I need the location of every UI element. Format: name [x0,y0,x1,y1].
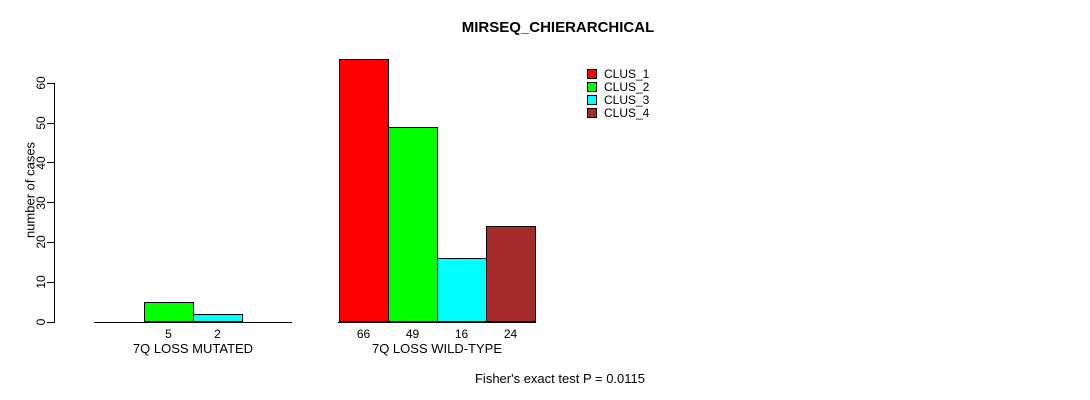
legend-item: CLUS_3 [587,94,649,107]
y-axis-tick [47,122,54,124]
bar-value-label: 16 [454,327,469,341]
y-axis-tick [47,202,54,204]
annotation-text: Fisher's exact test P = 0.0115 [474,371,646,386]
bar-value-label: 66 [356,327,371,341]
bar-clus-4 [486,226,536,323]
y-axis-tick [47,321,54,323]
y-axis-tick [47,281,54,283]
bar-clus-2 [388,126,438,323]
bar-clus-3 [193,314,243,323]
legend-item: CLUS_2 [587,80,649,93]
bar-value-label: 49 [405,327,420,341]
legend-label: CLUS_2 [604,79,650,94]
legend-swatch [587,95,597,106]
y-axis-tick-label: 30 [34,195,48,210]
bar-value-label: 2 [214,327,221,341]
chart-title: MIRSEQ_CHIERARCHICAL [461,19,655,36]
y-axis-tick [47,162,54,164]
bar-clus-3 [437,258,487,323]
legend-swatch [587,108,597,119]
group-label: 7Q LOSS MUTATED [132,341,254,356]
legend-label: CLUS_1 [604,66,650,81]
legend-label: CLUS_3 [604,93,650,108]
legend-item: CLUS_4 [587,107,649,120]
y-axis-tick-label: 0 [34,318,48,326]
y-axis-tick-label: 10 [34,275,48,289]
y-axis-tick [47,82,54,84]
legend-item: CLUS_1 [587,67,649,80]
y-axis-tick [47,241,54,243]
bar-clus-1 [339,59,389,323]
group-label: 7Q LOSS WILD-TYPE [371,341,503,356]
bar-clus-2 [144,302,194,323]
y-axis-tick-label: 50 [34,116,48,130]
legend-swatch [587,81,597,92]
legend-label: CLUS_4 [604,106,650,121]
y-axis-tick-label: 60 [34,76,48,90]
y-axis-tick-label: 40 [34,156,48,170]
y-axis-line [54,83,55,323]
bar-value-label: 24 [503,327,518,341]
bar-value-label: 5 [165,327,172,341]
legend-swatch [587,68,597,79]
y-axis-tick-label: 20 [34,235,48,250]
